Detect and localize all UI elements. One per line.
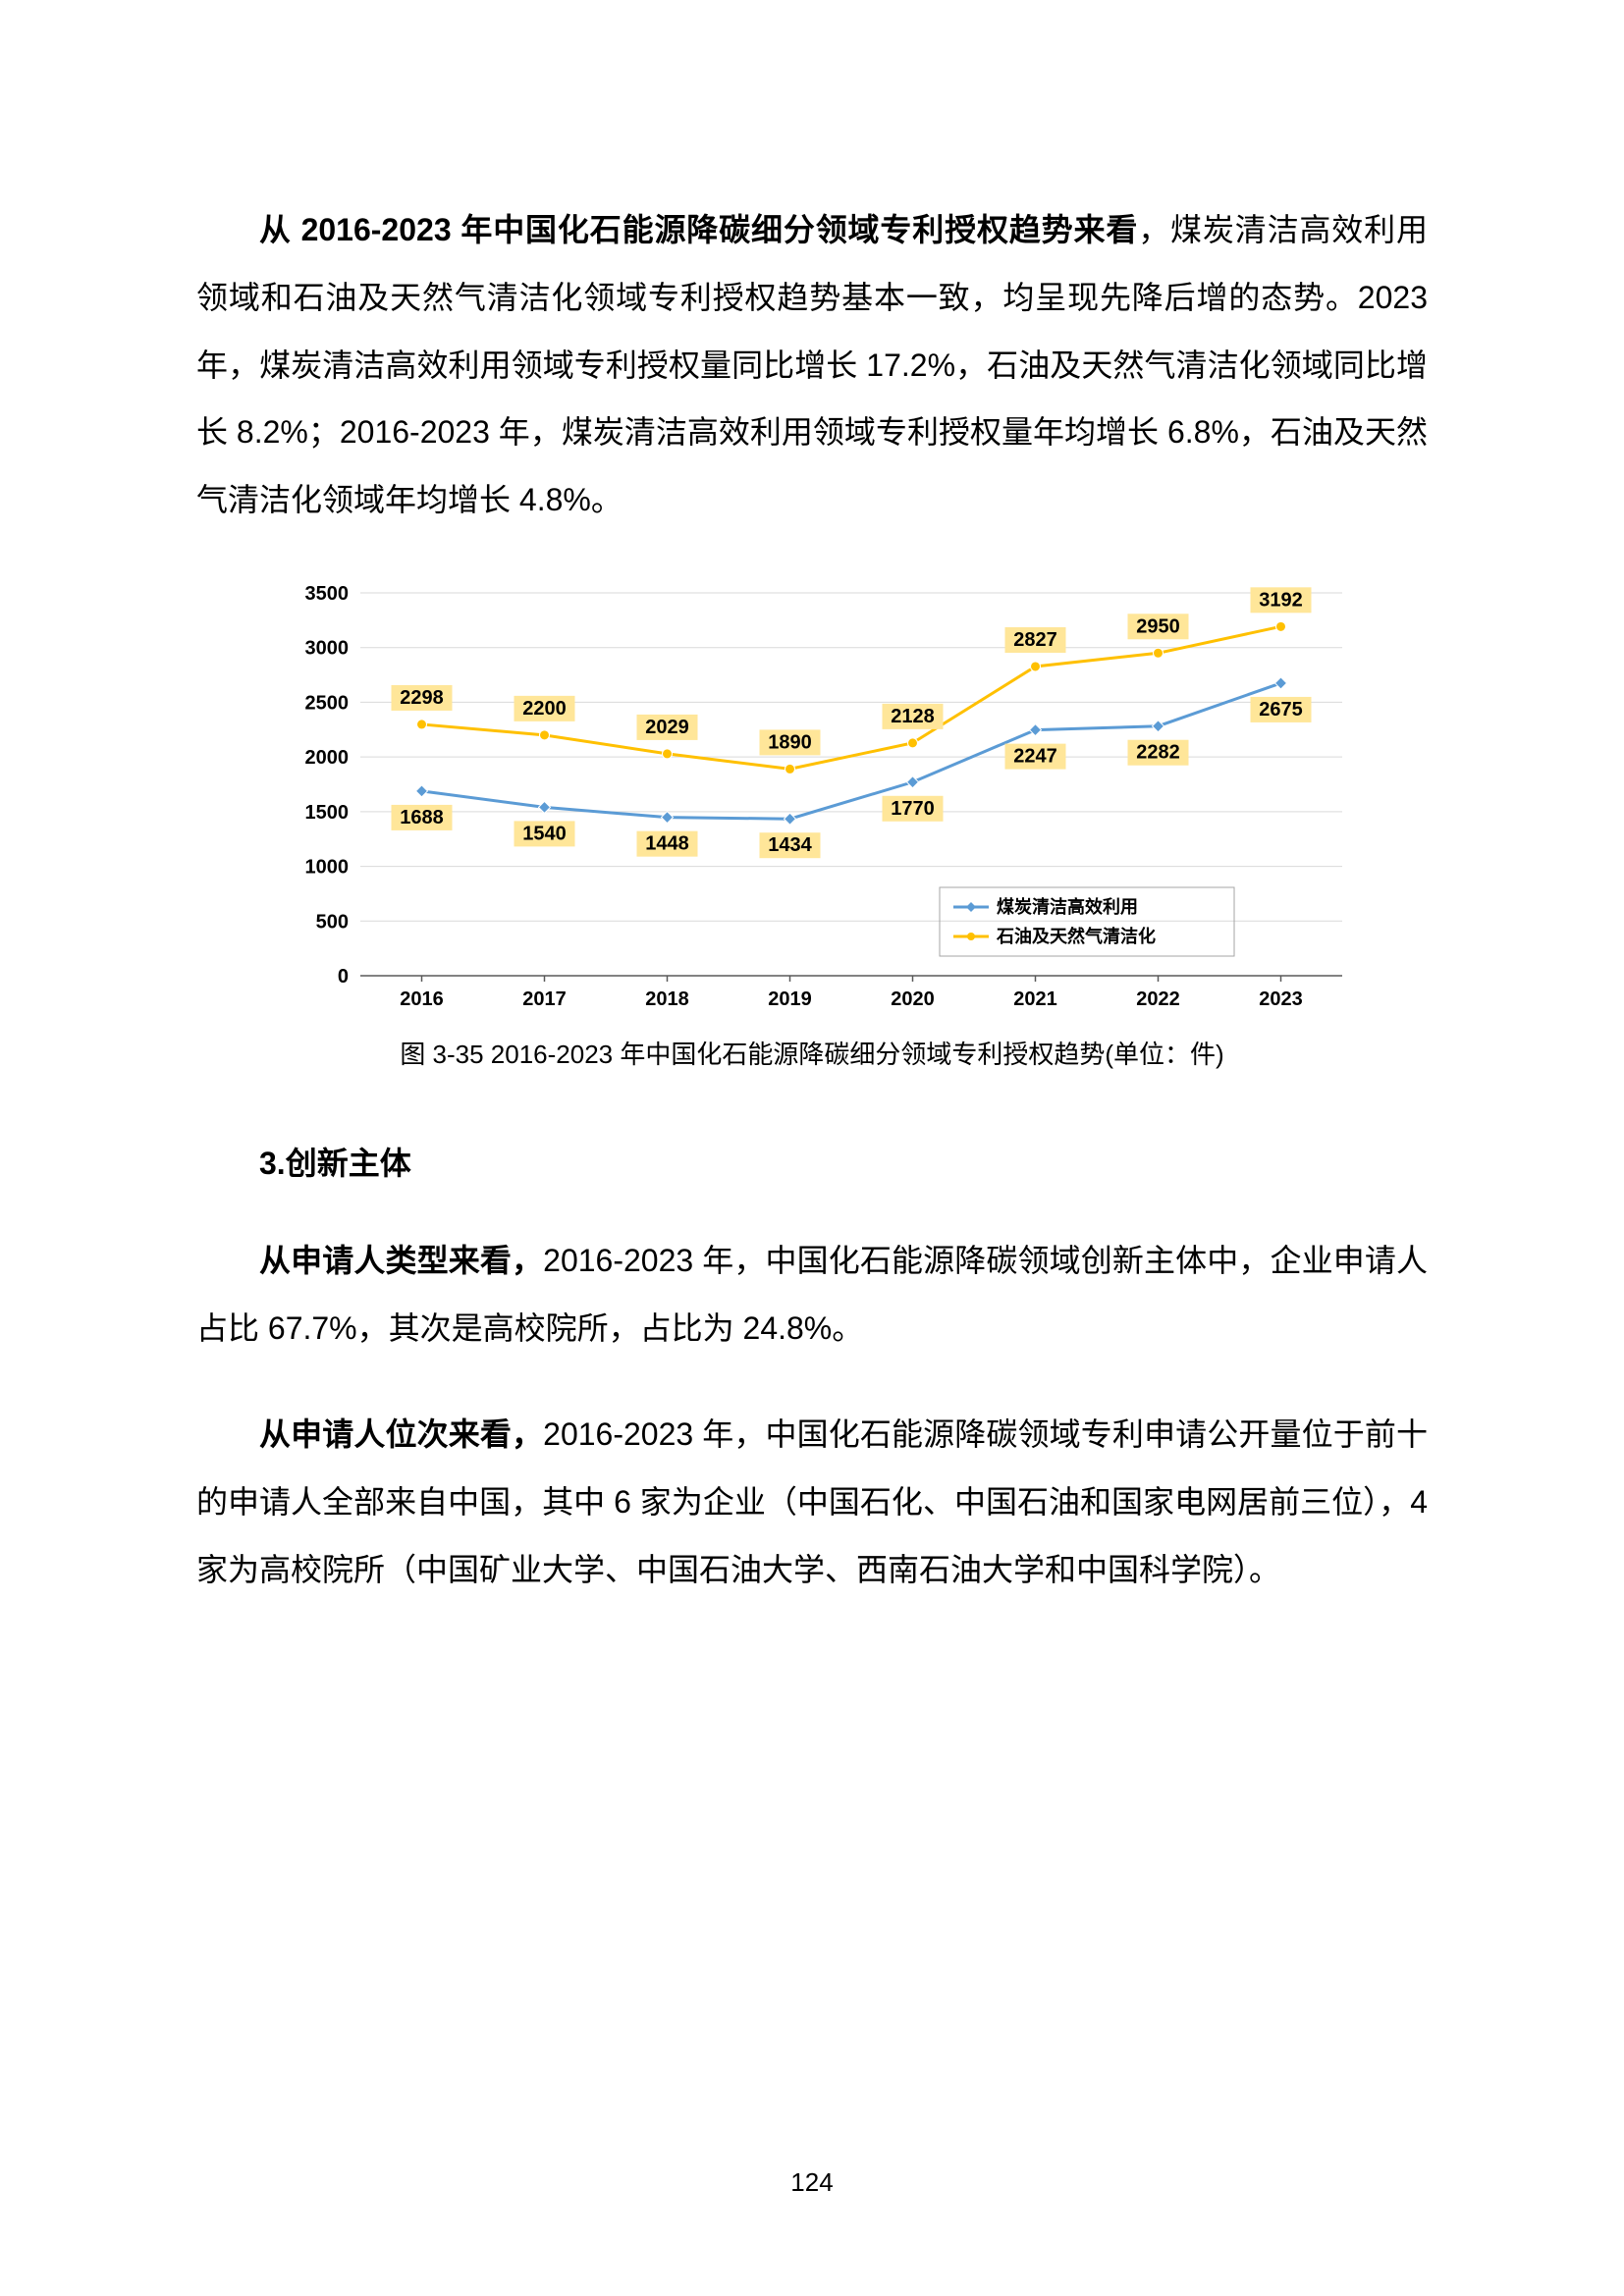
- svg-text:500: 500: [316, 911, 349, 933]
- svg-text:2298: 2298: [400, 687, 444, 709]
- section-3-title: 3.创新主体: [196, 1130, 1428, 1198]
- svg-text:3000: 3000: [305, 638, 350, 660]
- svg-text:2029: 2029: [645, 717, 689, 738]
- svg-text:2000: 2000: [305, 747, 350, 769]
- para1-lead: 从 2016-2023 年中国化石能源降碳细分领域专利授权趋势来看: [259, 212, 1138, 247]
- svg-text:2200: 2200: [522, 698, 567, 720]
- paragraph-2: 从申请人类型来看，2016-2023 年，中国化石能源降碳领域创新主体中，企业申…: [196, 1227, 1428, 1362]
- svg-text:1000: 1000: [305, 857, 350, 879]
- para1-rest: ，煤炭清洁高效利用领域和石油及天然气清洁化领域专利授权趋势基本一致，均呈现先降后…: [196, 212, 1428, 517]
- svg-text:1434: 1434: [768, 834, 812, 856]
- svg-text:0: 0: [338, 966, 349, 988]
- svg-text:煤炭清洁高效利用: 煤炭清洁高效利用: [997, 896, 1138, 917]
- svg-text:1448: 1448: [645, 833, 689, 855]
- svg-text:2675: 2675: [1259, 699, 1303, 721]
- svg-text:2247: 2247: [1013, 746, 1057, 768]
- svg-text:2020: 2020: [891, 988, 935, 1010]
- svg-text:1770: 1770: [891, 798, 935, 820]
- paragraph-3: 从申请人位次来看，2016-2023 年，中国化石能源降碳领域专利申请公开量位于…: [196, 1401, 1428, 1603]
- svg-text:3192: 3192: [1259, 589, 1303, 611]
- svg-text:2018: 2018: [645, 988, 689, 1010]
- svg-text:1500: 1500: [305, 802, 350, 824]
- svg-text:2128: 2128: [891, 706, 935, 727]
- svg-text:2017: 2017: [522, 988, 567, 1010]
- svg-text:1540: 1540: [522, 823, 567, 844]
- svg-text:2827: 2827: [1013, 629, 1057, 651]
- svg-text:2282: 2282: [1136, 742, 1180, 764]
- svg-text:2016: 2016: [400, 988, 444, 1010]
- svg-text:3500: 3500: [305, 583, 350, 605]
- svg-text:石油及天然气清洁化: 石油及天然气清洁化: [996, 926, 1156, 946]
- svg-text:2500: 2500: [305, 692, 350, 714]
- svg-text:1688: 1688: [400, 807, 444, 828]
- page-number: 124: [0, 2167, 1624, 2198]
- chart-svg: 0 500 1000 1500 2000 2500 3000 3500 2016 2017 2018…: [262, 573, 1362, 1025]
- svg-text:2023: 2023: [1259, 988, 1303, 1010]
- chart-caption: 图 3-35 2016-2023 年中国化石能源降碳细分领域专利授权趋势(单位：…: [196, 1035, 1428, 1071]
- para2-lead: 从申请人类型来看，: [259, 1243, 543, 1278]
- svg-text:2950: 2950: [1136, 615, 1180, 637]
- para3-lead: 从申请人位次来看，: [259, 1416, 543, 1452]
- trend-chart: 0 500 1000 1500 2000 2500 3000 3500 2016 2017 2018…: [262, 573, 1362, 1025]
- svg-text:1890: 1890: [768, 731, 812, 753]
- paragraph-1: 从 2016-2023 年中国化石能源降碳细分领域专利授权趋势来看，煤炭清洁高效…: [196, 196, 1428, 534]
- svg-text:2022: 2022: [1136, 988, 1180, 1010]
- svg-text:2019: 2019: [768, 988, 812, 1010]
- svg-text:2021: 2021: [1013, 988, 1057, 1010]
